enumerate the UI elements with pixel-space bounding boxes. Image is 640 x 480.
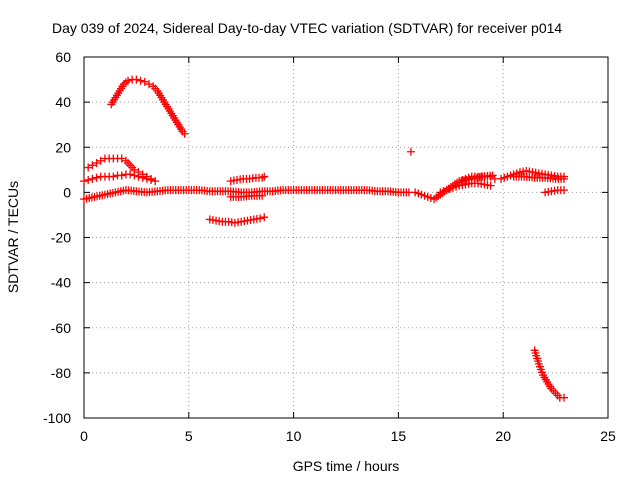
y-tick-label: -60	[51, 320, 71, 336]
y-axis-label: SDTVAR / TECUs	[5, 181, 21, 293]
data-point	[92, 173, 101, 182]
data-point	[486, 181, 495, 190]
data-point	[88, 174, 97, 183]
data-point	[559, 393, 568, 402]
data-point	[180, 129, 189, 138]
y-tick-label: 20	[55, 139, 71, 155]
data-point	[151, 177, 160, 186]
data-point	[138, 173, 147, 182]
x-tick-label: 5	[185, 428, 193, 444]
plot-frame	[83, 56, 609, 419]
data-point	[124, 76, 133, 85]
data-point	[126, 170, 135, 179]
y-tick-label: 0	[63, 184, 71, 200]
data-point	[117, 154, 126, 163]
data-point	[134, 172, 143, 181]
y-tick-labels: -100 -80 -60 -40 -20 0 20 40 60	[43, 49, 71, 426]
grid	[84, 57, 608, 418]
data-point	[136, 76, 145, 85]
data-point	[559, 174, 568, 183]
chart-title: Day 039 of 2024, Sidereal Day-to-day VTE…	[52, 20, 562, 36]
data-point	[256, 214, 265, 223]
data-point	[147, 175, 156, 184]
data-point	[260, 172, 269, 181]
data-point	[260, 213, 269, 222]
data-point	[117, 171, 126, 180]
tick-marks	[83, 56, 609, 419]
data-point	[80, 177, 88, 186]
data-point	[559, 186, 568, 195]
y-tick-label: -20	[51, 230, 71, 246]
data-point	[488, 171, 497, 180]
x-tick-labels: 0 5 10 15 20 25	[80, 428, 616, 444]
data-point	[84, 175, 93, 184]
x-tick-label: 15	[391, 428, 407, 444]
y-tick-label: -100	[43, 410, 71, 426]
data-point	[130, 171, 139, 180]
y-tick-label: -80	[51, 365, 71, 381]
x-tick-label: 20	[495, 428, 511, 444]
x-axis-label: GPS time / hours	[293, 458, 400, 474]
data-point	[96, 156, 105, 165]
data-points	[80, 75, 568, 402]
data-point	[132, 75, 141, 84]
data-point	[406, 147, 415, 156]
data-point	[142, 174, 151, 183]
y-tick-label: -40	[51, 275, 71, 291]
x-tick-label: 10	[286, 428, 302, 444]
x-tick-label: 25	[600, 428, 616, 444]
data-point	[84, 163, 93, 172]
data-point	[109, 172, 118, 181]
data-point	[88, 161, 97, 170]
y-tick-label: 40	[55, 94, 71, 110]
data-point	[144, 80, 153, 89]
data-point	[140, 77, 149, 86]
data-point	[258, 191, 267, 200]
data-point	[92, 159, 101, 168]
x-tick-label: 0	[80, 428, 88, 444]
y-tick-label: 60	[55, 49, 71, 65]
